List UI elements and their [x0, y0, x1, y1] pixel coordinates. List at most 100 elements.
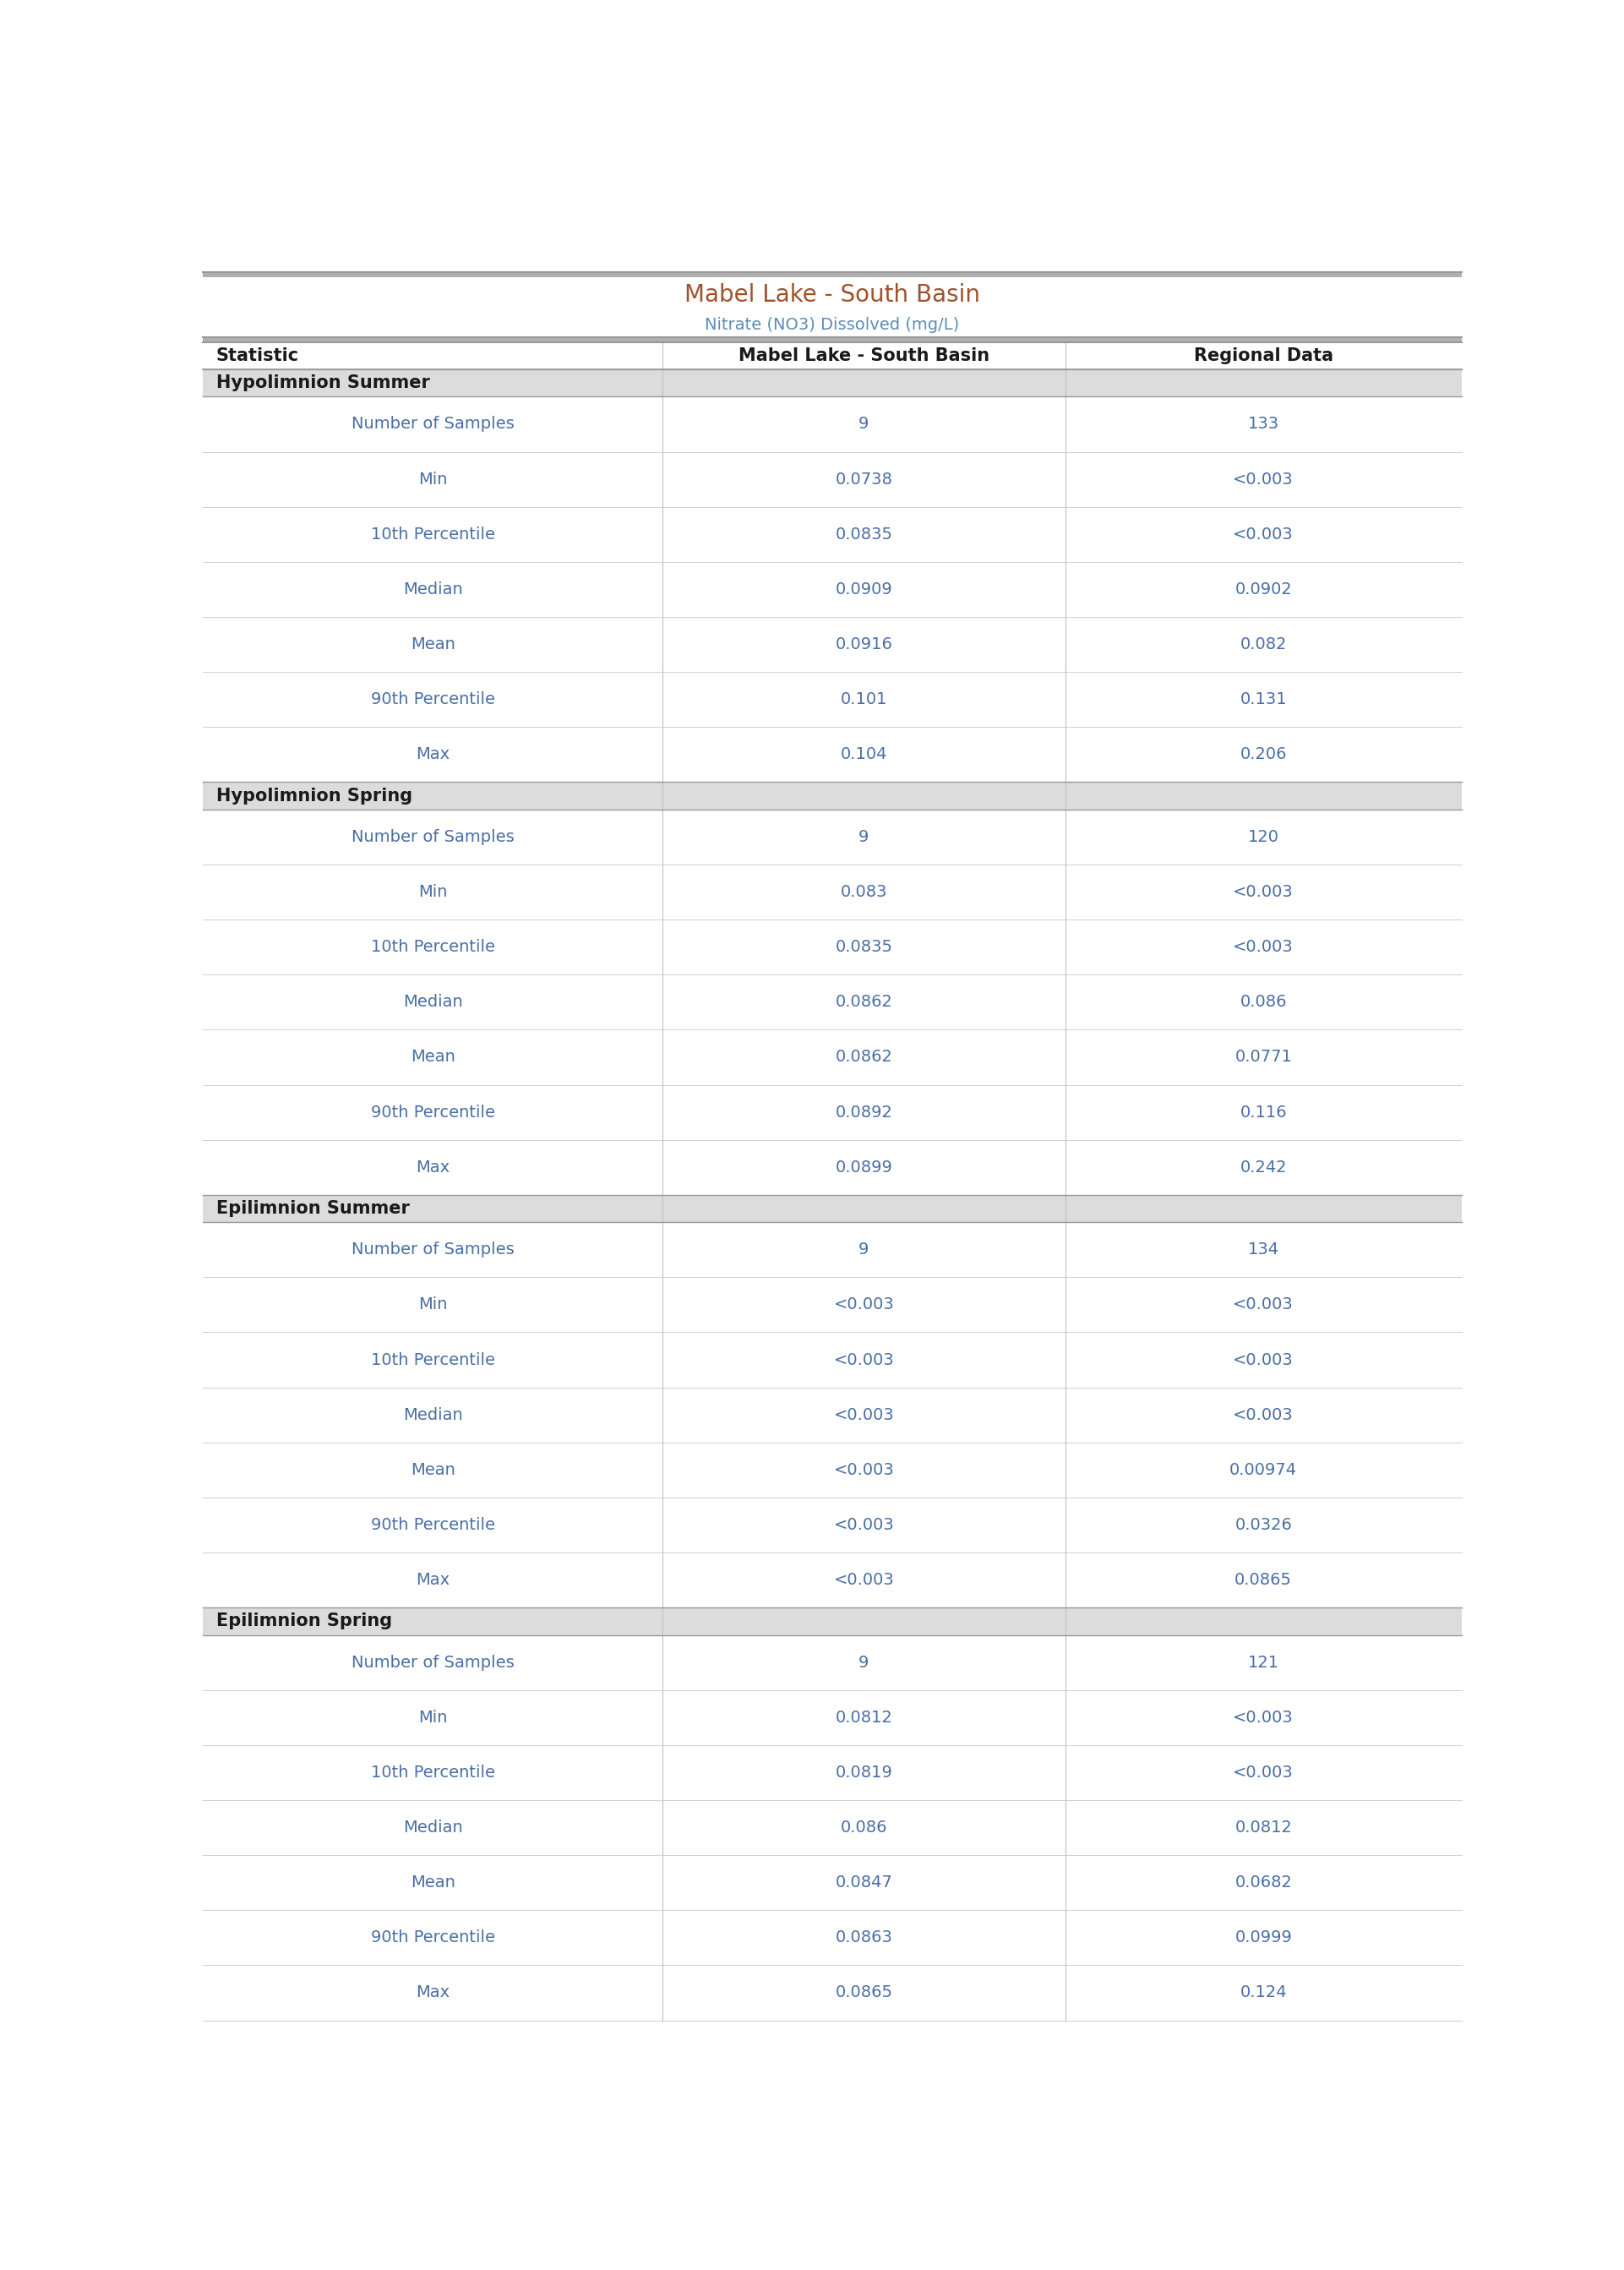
Text: 10th Percentile: 10th Percentile — [370, 1764, 495, 1780]
Bar — [203, 338, 1462, 343]
Bar — [203, 1800, 1462, 1855]
Text: 0.0892: 0.0892 — [835, 1103, 893, 1121]
Bar — [203, 1221, 1462, 1278]
Text: 0.086: 0.086 — [1239, 994, 1286, 1010]
Text: 133: 133 — [1247, 415, 1280, 431]
Bar — [203, 452, 1462, 506]
Text: Statistic: Statistic — [216, 347, 299, 363]
Bar — [203, 1085, 1462, 1140]
Text: 0.0819: 0.0819 — [835, 1764, 893, 1780]
Bar — [203, 1553, 1462, 1607]
Text: 0.0835: 0.0835 — [835, 527, 893, 543]
Text: 0.0682: 0.0682 — [1234, 1875, 1293, 1891]
Text: <0.003: <0.003 — [833, 1351, 895, 1369]
Bar — [203, 563, 1462, 617]
Text: Min: Min — [417, 472, 447, 488]
Text: 90th Percentile: 90th Percentile — [370, 1103, 495, 1121]
Text: 9: 9 — [859, 415, 869, 431]
Bar — [203, 810, 1462, 865]
Text: <0.003: <0.003 — [1233, 1296, 1294, 1312]
Bar — [203, 313, 1462, 338]
Text: 0.0862: 0.0862 — [835, 994, 893, 1010]
Text: 0.242: 0.242 — [1239, 1160, 1286, 1176]
Text: 134: 134 — [1247, 1242, 1280, 1258]
Bar — [203, 397, 1462, 452]
Text: 9: 9 — [859, 1655, 869, 1671]
Text: 0.0835: 0.0835 — [835, 940, 893, 956]
Text: Mean: Mean — [411, 1875, 455, 1891]
Bar — [203, 1966, 1462, 2020]
Text: 0.0909: 0.0909 — [835, 581, 892, 597]
Text: 10th Percentile: 10th Percentile — [370, 1351, 495, 1369]
Text: <0.003: <0.003 — [833, 1462, 895, 1478]
Text: <0.003: <0.003 — [1233, 1351, 1294, 1369]
Text: 0.0916: 0.0916 — [835, 636, 893, 651]
Text: 90th Percentile: 90th Percentile — [370, 692, 495, 708]
Text: Hypolimnion Summer: Hypolimnion Summer — [216, 375, 430, 390]
Text: Epilimnion Summer: Epilimnion Summer — [216, 1201, 409, 1217]
Text: <0.003: <0.003 — [1233, 1764, 1294, 1780]
Text: 0.0902: 0.0902 — [1234, 581, 1293, 597]
Text: 0.0899: 0.0899 — [835, 1160, 893, 1176]
Text: 0.0865: 0.0865 — [835, 1984, 893, 2000]
Text: 0.101: 0.101 — [840, 692, 887, 708]
Text: <0.003: <0.003 — [833, 1573, 895, 1589]
Bar — [203, 272, 1462, 277]
Bar — [203, 1855, 1462, 1909]
Text: Epilimnion Spring: Epilimnion Spring — [216, 1612, 391, 1630]
Text: 121: 121 — [1247, 1655, 1280, 1671]
Text: Max: Max — [416, 1573, 450, 1589]
Text: 0.0771: 0.0771 — [1234, 1049, 1293, 1065]
Text: 0.082: 0.082 — [1239, 636, 1286, 651]
Text: <0.003: <0.003 — [833, 1516, 895, 1532]
Bar — [203, 1607, 1462, 1634]
Bar — [203, 1909, 1462, 1966]
Text: 0.0999: 0.0999 — [1234, 1930, 1293, 1945]
Text: 0.0738: 0.0738 — [835, 472, 893, 488]
Bar — [203, 617, 1462, 672]
Bar — [203, 277, 1462, 313]
Bar — [203, 1634, 1462, 1689]
Text: Number of Samples: Number of Samples — [351, 1655, 515, 1671]
Bar — [203, 1689, 1462, 1746]
Bar — [203, 1140, 1462, 1194]
Text: 10th Percentile: 10th Percentile — [370, 940, 495, 956]
Bar — [203, 1031, 1462, 1085]
Text: Number of Samples: Number of Samples — [351, 1242, 515, 1258]
Bar — [203, 974, 1462, 1031]
Bar — [203, 1278, 1462, 1332]
Bar — [203, 1746, 1462, 1800]
Text: Min: Min — [417, 883, 447, 899]
Text: Mean: Mean — [411, 1049, 455, 1065]
Bar — [203, 672, 1462, 726]
Bar — [203, 1498, 1462, 1553]
Text: 0.086: 0.086 — [840, 1821, 887, 1836]
Text: Median: Median — [403, 581, 463, 597]
Text: Min: Min — [417, 1296, 447, 1312]
Text: 0.0812: 0.0812 — [835, 1709, 893, 1725]
Text: 0.116: 0.116 — [1239, 1103, 1286, 1121]
Text: <0.003: <0.003 — [1233, 1407, 1294, 1423]
Bar — [203, 1387, 1462, 1441]
Text: 0.0812: 0.0812 — [1234, 1821, 1293, 1836]
Text: 10th Percentile: 10th Percentile — [370, 527, 495, 543]
Bar — [203, 783, 1462, 810]
Text: Mabel Lake - South Basin: Mabel Lake - South Basin — [739, 347, 989, 363]
Text: <0.003: <0.003 — [1233, 883, 1294, 899]
Text: <0.003: <0.003 — [1233, 940, 1294, 956]
Text: <0.003: <0.003 — [833, 1296, 895, 1312]
Text: 0.0326: 0.0326 — [1234, 1516, 1293, 1532]
Text: <0.003: <0.003 — [1233, 472, 1294, 488]
Text: 0.206: 0.206 — [1239, 747, 1286, 763]
Text: 120: 120 — [1247, 829, 1280, 844]
Text: Max: Max — [416, 1160, 450, 1176]
Text: Max: Max — [416, 1984, 450, 2000]
Text: Median: Median — [403, 994, 463, 1010]
Text: 0.0847: 0.0847 — [835, 1875, 893, 1891]
Text: Hypolimnion Spring: Hypolimnion Spring — [216, 788, 412, 804]
Bar — [203, 506, 1462, 563]
Text: 0.0863: 0.0863 — [835, 1930, 893, 1945]
Text: Median: Median — [403, 1821, 463, 1836]
Text: 0.0862: 0.0862 — [835, 1049, 893, 1065]
Text: 0.131: 0.131 — [1239, 692, 1286, 708]
